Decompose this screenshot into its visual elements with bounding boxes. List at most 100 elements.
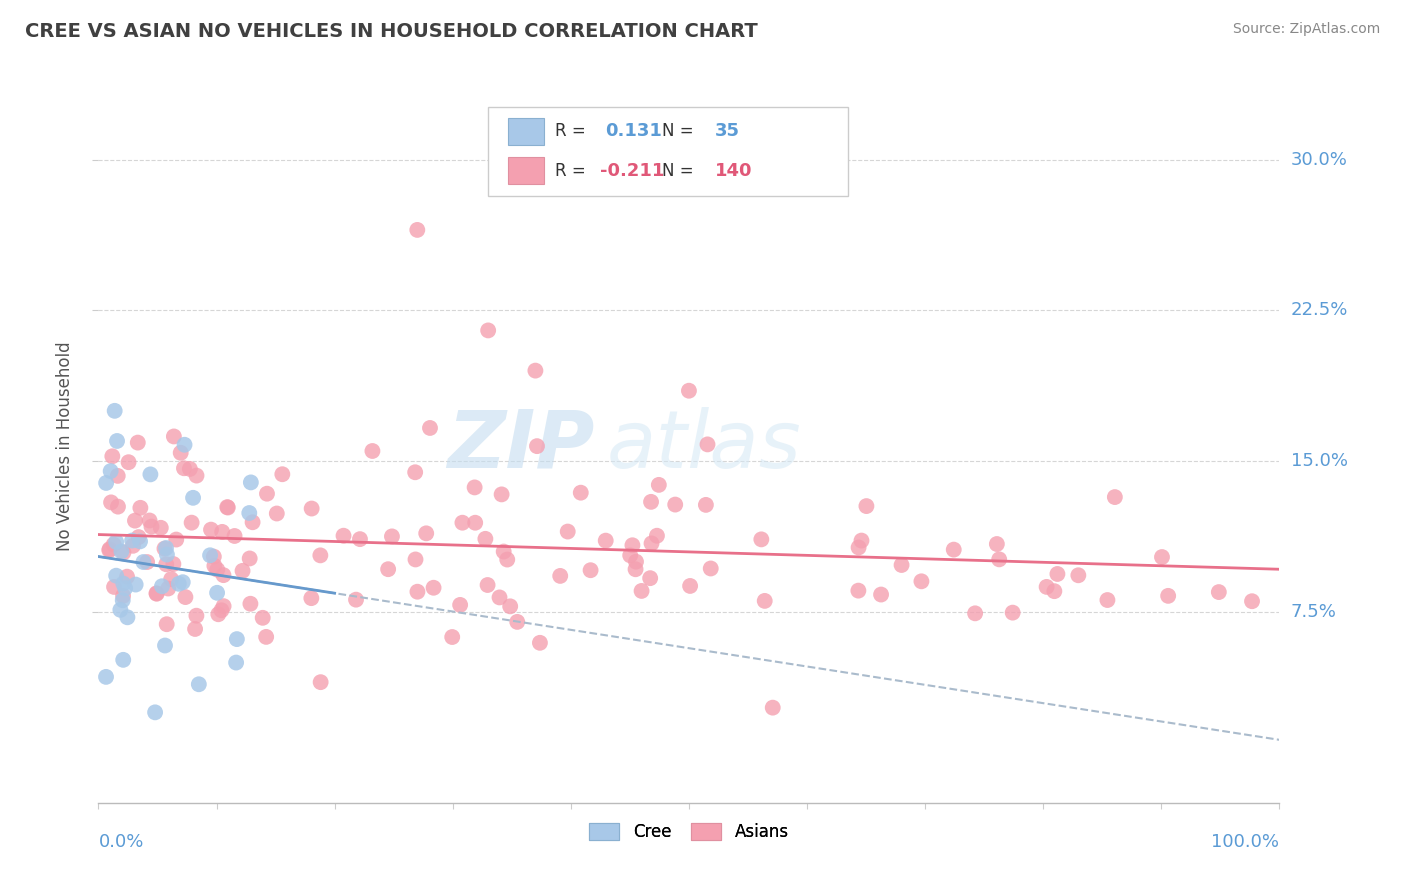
Point xyxy=(415,526,437,541)
Point xyxy=(754,594,776,608)
Text: N =: N = xyxy=(662,122,699,140)
Point xyxy=(187,677,209,691)
Point xyxy=(890,558,912,572)
Point xyxy=(115,569,138,583)
Point xyxy=(207,563,229,577)
Text: R =: R = xyxy=(555,161,592,179)
Point xyxy=(910,574,932,589)
Point xyxy=(254,630,277,644)
Point xyxy=(98,542,121,557)
Point xyxy=(1043,584,1066,599)
Point xyxy=(112,653,135,667)
Point xyxy=(630,583,652,598)
Point xyxy=(212,568,235,582)
Point xyxy=(112,576,135,591)
Point xyxy=(422,581,444,595)
Point xyxy=(107,500,129,514)
Point xyxy=(266,507,288,521)
Point xyxy=(165,533,187,547)
Point xyxy=(127,435,149,450)
Point xyxy=(309,675,332,690)
Point xyxy=(155,541,177,555)
Point xyxy=(381,529,404,543)
Point xyxy=(202,558,225,573)
Point xyxy=(114,581,136,595)
Point xyxy=(344,592,367,607)
Point xyxy=(217,500,239,515)
Point xyxy=(299,591,322,606)
Point xyxy=(212,599,235,614)
Point xyxy=(103,538,125,552)
Point xyxy=(186,608,208,623)
Point xyxy=(252,611,274,625)
Point xyxy=(524,363,547,377)
Point xyxy=(94,670,117,684)
Point xyxy=(648,478,671,492)
Point xyxy=(451,516,474,530)
Point xyxy=(225,656,247,670)
Point xyxy=(678,384,700,398)
Point xyxy=(128,530,150,544)
Point xyxy=(132,555,155,569)
Point xyxy=(211,524,233,539)
FancyBboxPatch shape xyxy=(488,107,848,196)
Text: CREE VS ASIAN NO VEHICLES IN HOUSEHOLD CORRELATION CHART: CREE VS ASIAN NO VEHICLES IN HOUSEHOLD C… xyxy=(25,22,758,41)
Point xyxy=(110,544,132,558)
Point xyxy=(155,558,177,572)
Point xyxy=(117,610,139,624)
Point xyxy=(224,529,246,543)
Point xyxy=(405,552,427,566)
Point xyxy=(174,590,197,604)
Point xyxy=(136,555,159,569)
Point xyxy=(1035,580,1057,594)
Point xyxy=(149,521,172,535)
Point xyxy=(499,599,522,614)
Point xyxy=(112,545,135,559)
Point xyxy=(679,579,702,593)
Text: -0.211: -0.211 xyxy=(600,161,665,179)
Point xyxy=(145,586,167,600)
Point xyxy=(170,446,193,460)
Point xyxy=(477,578,499,592)
Point xyxy=(1240,594,1263,608)
Point xyxy=(156,617,179,632)
Point xyxy=(624,555,647,569)
Point xyxy=(172,575,194,590)
Point xyxy=(377,562,399,576)
Point xyxy=(101,450,124,464)
Point xyxy=(309,549,332,563)
Point xyxy=(139,467,162,482)
Point xyxy=(104,404,127,418)
Text: 7.5%: 7.5% xyxy=(1291,603,1337,621)
Point xyxy=(112,589,135,603)
Point xyxy=(225,632,247,646)
Point xyxy=(156,548,179,562)
Point xyxy=(238,506,260,520)
Point xyxy=(200,523,222,537)
Point xyxy=(449,598,471,612)
Point xyxy=(1067,568,1090,582)
Point xyxy=(205,586,228,600)
Point xyxy=(198,549,221,563)
Point xyxy=(1097,593,1119,607)
Text: 0.0%: 0.0% xyxy=(98,833,143,851)
Point xyxy=(624,562,647,576)
Point xyxy=(110,603,132,617)
Point xyxy=(569,485,592,500)
Point xyxy=(696,437,718,451)
Y-axis label: No Vehicles in Household: No Vehicles in Household xyxy=(56,341,75,551)
Point xyxy=(848,583,870,598)
Text: 0.131: 0.131 xyxy=(605,122,662,140)
Text: 15.0%: 15.0% xyxy=(1291,452,1347,470)
Point xyxy=(474,532,496,546)
Point xyxy=(695,498,717,512)
Point xyxy=(619,549,641,563)
Point xyxy=(107,468,129,483)
Point xyxy=(361,444,384,458)
Point xyxy=(488,591,510,605)
Point xyxy=(1001,606,1024,620)
Point xyxy=(143,706,166,720)
Point xyxy=(621,538,644,552)
Point xyxy=(129,500,152,515)
Text: 35: 35 xyxy=(714,122,740,140)
